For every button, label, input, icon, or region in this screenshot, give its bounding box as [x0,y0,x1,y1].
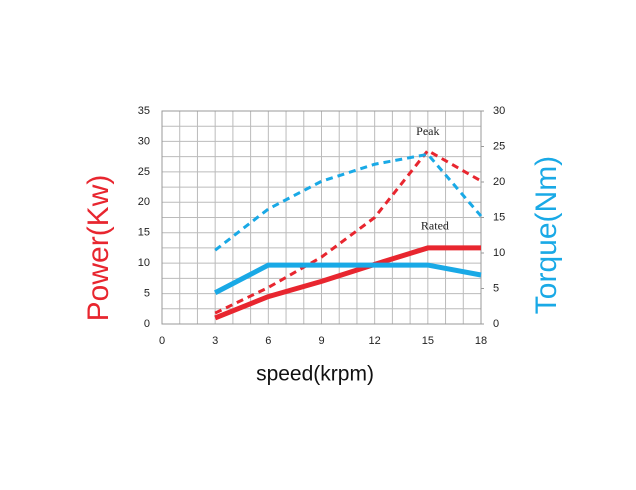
y2-tick-label: 15 [493,211,505,223]
x-tick-label: 3 [212,335,218,347]
y-axis-label: Power(Kw) [82,175,115,322]
y2-tick-label: 10 [493,247,505,259]
annotation: Rated [421,218,449,232]
y2-tick-label: 0 [493,318,499,330]
y2-axis-label: Torque(Nm) [530,156,563,314]
y2-tick-label: 25 [493,140,505,152]
x-axis-label: speed(krpm) [256,363,374,386]
series-line [214,262,482,295]
y-tick-label: 30 [138,135,150,147]
y-tick-label: 0 [144,318,150,330]
x-tick-label: 6 [265,335,271,347]
y-tick-label: 35 [138,105,150,117]
x-tick-label: 12 [369,335,381,347]
y-tick-label: 5 [144,287,150,299]
x-tick-label: 15 [422,335,434,347]
y-tick-label: 10 [138,257,150,269]
y2-tick-label: 5 [493,282,499,294]
y2-tick-label: 30 [493,105,505,117]
annotation: Peak [416,124,439,138]
y-tick-label: 20 [138,196,150,208]
series-line [214,148,482,315]
y2-tick-label: 20 [493,176,505,188]
x-tick-label: 9 [318,335,324,347]
x-tick-label: 0 [159,335,165,347]
series-line [214,245,481,321]
x-tick-label: 18 [475,335,487,347]
y-tick-label: 15 [138,227,150,239]
y-tick-label: 25 [138,166,150,178]
plot-frame [161,110,482,325]
